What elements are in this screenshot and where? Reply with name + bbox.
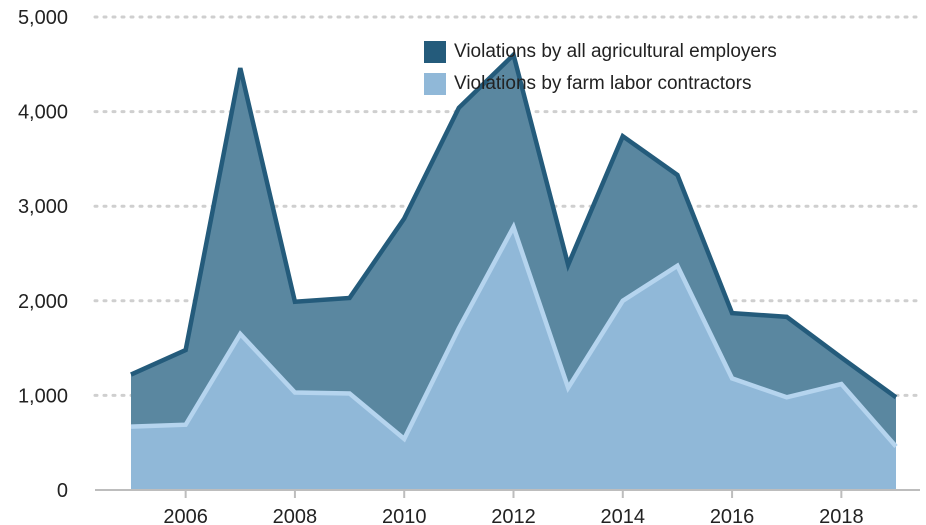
legend-label-contractors: Violations by farm labor contractors <box>454 73 752 94</box>
x-tick-label: 2006 <box>163 506 208 525</box>
legend-label-all-employers: Violations by all agricultural employers <box>454 41 777 62</box>
legend-swatch-all-employers <box>424 41 446 63</box>
y-tick-label: 4,000 <box>18 102 68 124</box>
area-series-1 <box>131 227 896 490</box>
legend: Violations by all agricultural employers… <box>424 36 777 100</box>
legend-item-all-employers: Violations by all agricultural employers <box>424 36 777 68</box>
y-tick-label: 3,000 <box>18 196 68 218</box>
y-tick-label: 5,000 <box>18 7 68 29</box>
legend-swatch-contractors <box>424 73 446 95</box>
legend-item-contractors: Violations by farm labor contractors <box>424 68 777 100</box>
y-tick-label: 2,000 <box>18 291 68 313</box>
y-tick-label: 0 <box>57 480 68 502</box>
line-series-1 <box>130 221 898 448</box>
areas <box>130 50 898 491</box>
x-tick-label: 2018 <box>819 506 864 525</box>
x-tick-label: 2014 <box>601 506 646 525</box>
x-tick-label: 2016 <box>710 506 755 525</box>
x-tick-label: 2010 <box>382 506 427 525</box>
x-tick-label: 2012 <box>491 506 536 525</box>
line-series-0 <box>130 50 898 400</box>
y-tick-label: 1,000 <box>18 385 68 407</box>
x-tick-label: 2008 <box>273 506 318 525</box>
axes: 0 1,000 2,000 3,000 4,000 5,000 2006 2008 2010 20… <box>18 7 920 525</box>
